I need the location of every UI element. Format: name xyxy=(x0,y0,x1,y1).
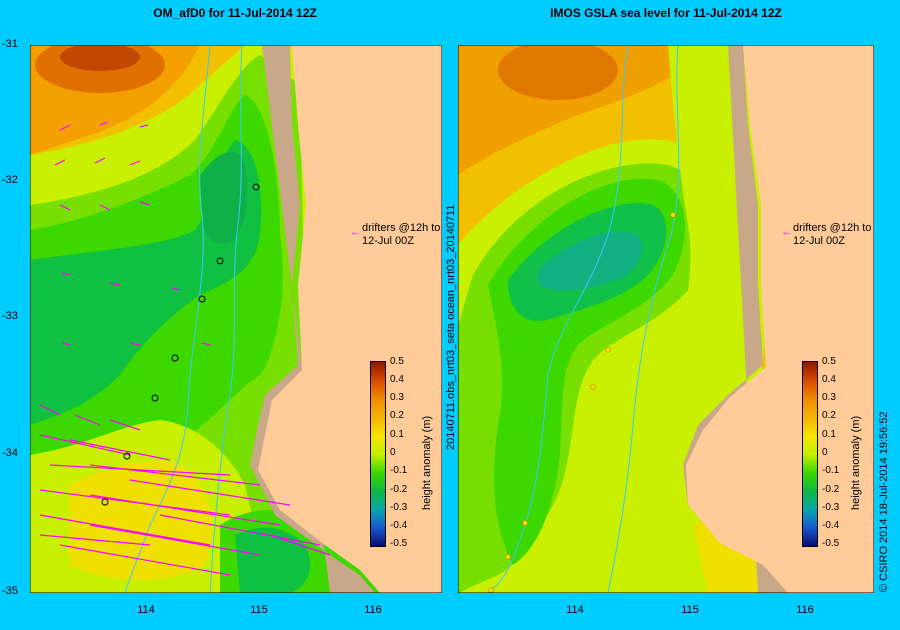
x-tick-label: 114 xyxy=(137,604,155,616)
colorbar-tick: 0.5 xyxy=(390,356,404,367)
arrow-left-icon: ← xyxy=(781,226,792,238)
right-colorbar-label: height anomaly (m) xyxy=(850,415,862,510)
x-tick-label: 116 xyxy=(796,604,814,616)
credit-label: © CSIRO 2014 18-Jul-2014 19:56:52 xyxy=(878,411,890,592)
colorbar-tick: 0.2 xyxy=(390,410,404,421)
x-tick-label: 115 xyxy=(681,604,699,616)
y-tick-label: -34 xyxy=(2,447,18,459)
colorbar-tick: 0 xyxy=(390,447,396,458)
colorbar-tick: -0.5 xyxy=(822,538,840,549)
colorbar-tick: 0.3 xyxy=(822,392,836,403)
colorbar-tick: -0.3 xyxy=(822,502,840,513)
left-colorbar xyxy=(370,361,386,547)
colorbar-tick: -0.1 xyxy=(822,465,840,476)
colorbar-tick: -0.1 xyxy=(390,465,408,476)
right-map-title: IMOS GSLA sea level for 11-Jul-2014 12Z xyxy=(550,6,782,20)
left-drifter-annotation: ← drifters @12h to 12-Jul 00Z xyxy=(350,222,441,248)
colorbar-tick: -0.2 xyxy=(390,484,408,495)
colorbar-tick: -0.4 xyxy=(822,520,840,531)
colorbar-tick: -0.2 xyxy=(822,484,840,495)
annotation-line: drifters @12h to xyxy=(793,222,872,234)
y-tick-label: -35 xyxy=(2,585,18,597)
annotation-line: 12-Jul 00Z xyxy=(362,235,414,247)
colorbar-tick: 0.5 xyxy=(822,356,836,367)
left-map-title: OM_afD0 for 11-Jul-2014 12Z xyxy=(153,6,317,20)
colorbar-tick: 0.3 xyxy=(390,392,404,403)
right-colorbar xyxy=(802,361,818,547)
annotation-line: 12-Jul 00Z xyxy=(793,235,845,247)
colorbar-tick: 0 xyxy=(822,447,828,458)
annotation-line: drifters @12h to xyxy=(362,222,441,234)
colorbar-tick: -0.3 xyxy=(390,502,408,513)
right-drifter-annotation: ← drifters @12h to 12-Jul 00Z xyxy=(781,222,872,248)
x-tick-label: 115 xyxy=(250,604,268,616)
y-tick-label: -31 xyxy=(2,38,18,50)
colorbar-tick: 0.4 xyxy=(822,374,836,385)
x-tick-label: 114 xyxy=(566,604,584,616)
colorbar-tick: 0.2 xyxy=(822,410,836,421)
left-map xyxy=(30,45,442,593)
colorbar-tick: -0.4 xyxy=(390,520,408,531)
colorbar-tick: -0.5 xyxy=(390,538,408,549)
drifter-arrows xyxy=(39,121,331,576)
colorbar-tick: 0.1 xyxy=(390,429,404,440)
colorbar-tick: 0.4 xyxy=(390,374,404,385)
y-tick-label: -32 xyxy=(2,174,18,186)
data-source-label: 20140711.obs_nrt03_seta ocean_nrt03_2014… xyxy=(445,204,457,450)
y-tick-label: -33 xyxy=(2,310,18,322)
colorbar-tick: 0.1 xyxy=(822,429,836,440)
arrow-left-icon: ← xyxy=(350,226,361,238)
x-tick-label: 116 xyxy=(364,604,382,616)
left-colorbar-label: height anomaly (m) xyxy=(421,415,433,510)
